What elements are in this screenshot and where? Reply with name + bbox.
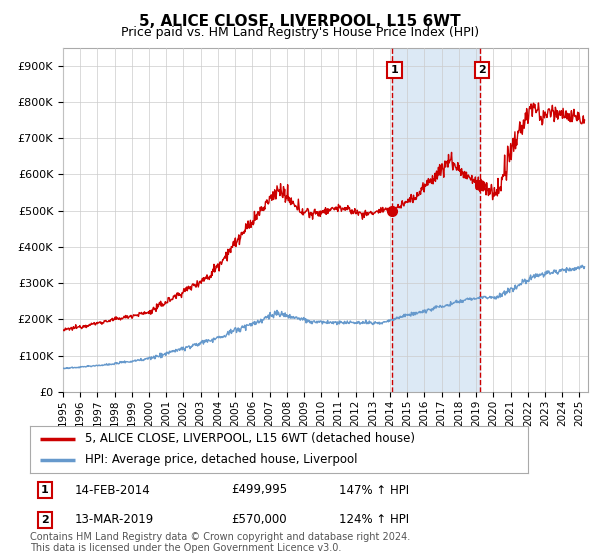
- Text: £570,000: £570,000: [231, 513, 287, 526]
- Text: Price paid vs. HM Land Registry's House Price Index (HPI): Price paid vs. HM Land Registry's House …: [121, 26, 479, 39]
- Text: 2: 2: [41, 515, 49, 525]
- Text: £499,995: £499,995: [231, 483, 287, 497]
- Text: 147% ↑ HPI: 147% ↑ HPI: [339, 483, 409, 497]
- Text: 14-FEB-2014: 14-FEB-2014: [75, 483, 151, 497]
- Text: 124% ↑ HPI: 124% ↑ HPI: [339, 513, 409, 526]
- Text: 2: 2: [478, 65, 486, 75]
- Text: HPI: Average price, detached house, Liverpool: HPI: Average price, detached house, Live…: [85, 454, 357, 466]
- Bar: [392, 48, 479, 392]
- Text: 5, ALICE CLOSE, LIVERPOOL, L15 6WT (detached house): 5, ALICE CLOSE, LIVERPOOL, L15 6WT (deta…: [85, 432, 415, 445]
- Text: 1: 1: [41, 485, 49, 495]
- Text: 1: 1: [391, 65, 398, 75]
- Text: Contains HM Land Registry data © Crown copyright and database right 2024.
This d: Contains HM Land Registry data © Crown c…: [30, 531, 410, 553]
- Text: 5, ALICE CLOSE, LIVERPOOL, L15 6WT: 5, ALICE CLOSE, LIVERPOOL, L15 6WT: [139, 14, 461, 29]
- Text: 13-MAR-2019: 13-MAR-2019: [75, 513, 154, 526]
